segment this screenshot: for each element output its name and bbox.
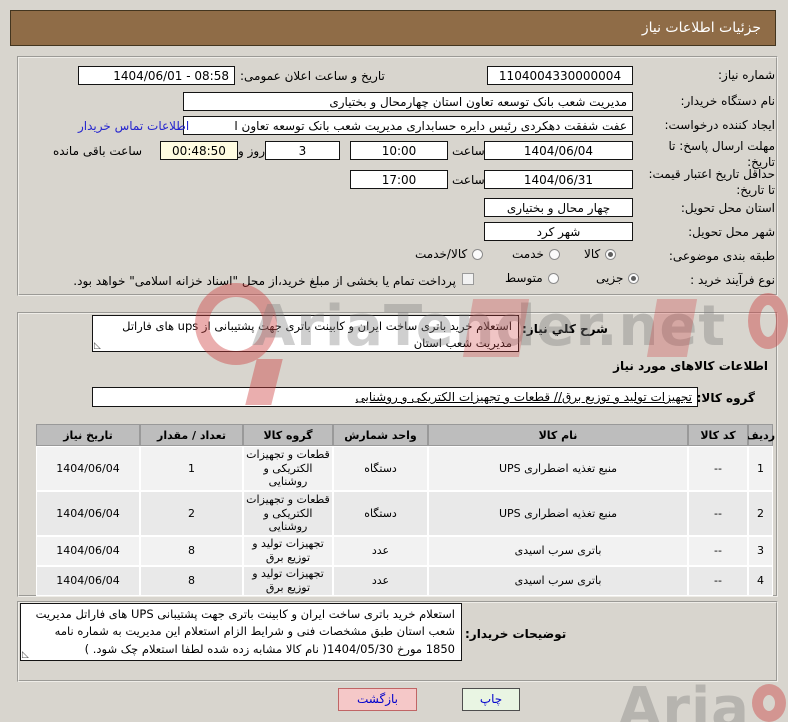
table-cell-unit: عدد	[333, 536, 428, 566]
table-cell-name: باتری سرب اسیدی	[428, 566, 688, 596]
buyer-org-input[interactable]	[183, 92, 633, 111]
table-cell-group: تجهیزات تولید و توزیع برق	[243, 536, 333, 566]
goods-groupbox	[17, 312, 778, 597]
radio-option-service[interactable]: خدمت	[512, 247, 560, 261]
table-cell-qty: 1	[140, 446, 243, 491]
table-cell-name: منبع تغذیه اضطراری UPS	[428, 446, 688, 491]
radio-icon	[547, 272, 559, 284]
radio-option-medium[interactable]: متوسط	[505, 271, 559, 285]
radio-icon	[548, 248, 560, 260]
table-cell-code: --	[688, 446, 748, 491]
days-and-label: روز و	[238, 144, 265, 158]
table-cell-date: 1404/06/04	[36, 566, 140, 596]
goods-group-value: تجهیزات تولید و توزیع برق// قطعات و تجهی…	[92, 387, 698, 407]
radio-icon	[628, 272, 640, 284]
need-description-textarea[interactable]: استعلام خرید باتری ساخت ایران و کابینت ب…	[92, 315, 519, 352]
table-cell-row: 4	[748, 566, 773, 596]
table-header-cell: ردیف	[746, 424, 775, 446]
goods-section-title: اطلاعات کالاهای مورد نیاز	[613, 359, 768, 373]
table-cell-qty: 8	[140, 536, 243, 566]
need-number-input[interactable]	[487, 66, 633, 85]
table-cell-qty: 2	[140, 491, 243, 536]
price-validity-time-input[interactable]	[350, 170, 448, 189]
watermark-corner-fragment	[752, 684, 786, 722]
table-header-cell: گروه کالا	[243, 424, 333, 446]
reply-hour-label: ساعت	[452, 144, 485, 158]
table-cell-qty: 8	[140, 566, 243, 596]
province-input[interactable]	[484, 198, 633, 217]
table-cell-name: منبع تغذیه اضطراری UPS	[428, 491, 688, 536]
price-validity-label: حداقل تاریخ اعتبار قیمت: تا تاریخ:	[648, 167, 775, 197]
radio-option-label: کالا/خدمت	[415, 247, 468, 261]
back-button[interactable]: بازگشت	[338, 688, 417, 711]
table-cell-date: 1404/06/04	[36, 536, 140, 566]
radio-option-minor[interactable]: جزیی	[596, 271, 640, 285]
city-input[interactable]	[484, 222, 633, 241]
table-cell-group: قطعات و تجهیزات الکتریکی و روشنایی	[243, 491, 333, 536]
radio-option-label: متوسط	[505, 271, 543, 285]
table-header-cell: تعداد / مقدار	[140, 424, 243, 446]
table-cell-date: 1404/06/04	[36, 446, 140, 491]
page-title: جزئیات اطلاعات نیاز	[10, 10, 776, 46]
need-description-label: شرح کلي نیاز:	[522, 322, 608, 336]
notes-groupbox	[17, 601, 778, 682]
watermark-corner-text: AriaTender.net	[618, 676, 748, 722]
reply-deadline-time-input[interactable]	[350, 141, 448, 160]
table-header-cell: کد کالا	[688, 424, 748, 446]
creator-label: ایجاد کننده درخواست:	[664, 118, 775, 132]
radio-option-label: جزیی	[596, 271, 624, 285]
table-cell-name: باتری سرب اسیدی	[428, 536, 688, 566]
goods-group-label: گروه کالا:	[696, 391, 755, 405]
announce-input[interactable]	[78, 66, 235, 85]
reply-deadline-label: مهلت ارسال پاسخ: تا تاریخ:	[668, 139, 775, 169]
treasury-checkbox[interactable]	[462, 273, 474, 285]
hours-remaining-label: ساعت باقی مانده	[53, 144, 143, 158]
main-info-groupbox	[17, 56, 778, 296]
table-cell-group: قطعات و تجهیزات الکتریکی و روشنایی	[243, 446, 333, 491]
table-cell-date: 1404/06/04	[36, 491, 140, 536]
table-cell-unit: دستگاه	[333, 446, 428, 491]
table-cell-row: 1	[748, 446, 773, 491]
table-cell-code: --	[688, 536, 748, 566]
table-cell-code: --	[688, 491, 748, 536]
radio-option-goods-service[interactable]: کالا/خدمت	[415, 247, 484, 261]
radio-icon	[605, 248, 617, 260]
price-validity-date-input[interactable]	[484, 170, 633, 189]
reply-deadline-date-input[interactable]	[484, 141, 633, 160]
buyer-org-label: نام دستگاه خریدار:	[680, 94, 776, 108]
table-cell-row: 3	[748, 536, 773, 566]
table-cell-group: تجهیزات تولید و توزیع برق	[243, 566, 333, 596]
countdown-timer	[160, 141, 238, 160]
table-cell-row: 2	[748, 491, 773, 536]
city-label: شهر محل تحویل:	[688, 225, 775, 239]
goods-table: ردیف کد کالا نام کالا واحد شمارش گروه کا…	[36, 424, 775, 596]
print-button[interactable]: چاپ	[462, 688, 520, 711]
table-cell-unit: دستگاه	[333, 491, 428, 536]
table-cell-unit: عدد	[333, 566, 428, 596]
buyer-notes-textarea[interactable]: استعلام خرید باتری ساخت ایران و کابینت ب…	[20, 603, 462, 661]
table-header-cell: واحد شمارش	[333, 424, 428, 446]
radio-icon	[472, 248, 484, 260]
buyer-contact-link[interactable]: اطلاعات تماس خریدار	[78, 119, 190, 133]
subject-class-label: طبقه بندی موضوعی:	[668, 249, 775, 263]
announce-label: تاریخ و ساعت اعلان عمومی:	[240, 69, 385, 83]
radio-option-label: خدمت	[512, 247, 544, 261]
process-type-label: نوع فرآیند خرید :	[690, 273, 775, 287]
need-number-label: شماره نیاز:	[718, 68, 775, 82]
radio-option-label: کالا	[584, 247, 601, 261]
days-remaining-input[interactable]	[265, 141, 340, 160]
buyer-notes-label: توضیحات خریدار:	[465, 627, 567, 641]
validity-hour-label: ساعت	[452, 173, 485, 187]
province-label: استان محل تحویل:	[680, 201, 775, 215]
table-header-cell: تاریخ نیاز	[36, 424, 140, 446]
radio-option-goods[interactable]: کالا	[584, 247, 617, 261]
creator-input[interactable]	[183, 116, 633, 135]
table-cell-code: --	[688, 566, 748, 596]
treasury-checkbox-label: پرداخت تمام یا بخشی از مبلغ خرید،از محل …	[73, 274, 456, 288]
table-header-cell: نام کالا	[428, 424, 688, 446]
